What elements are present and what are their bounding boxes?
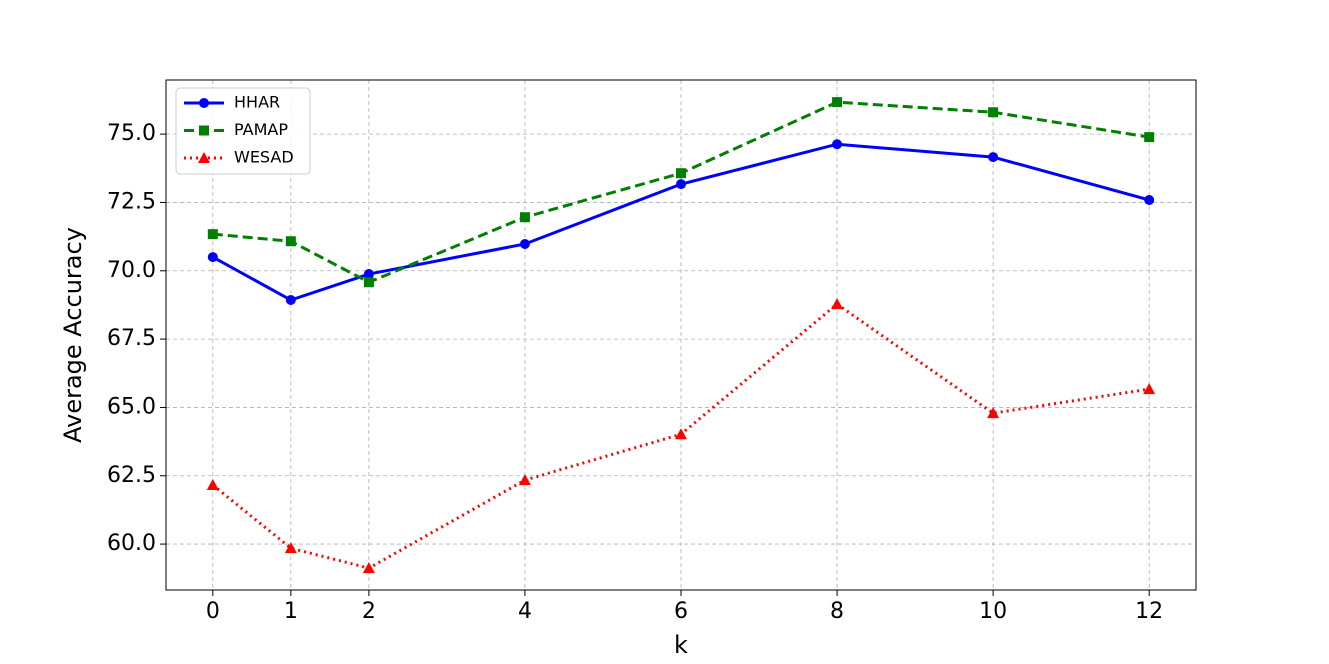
marker <box>1144 194 1155 205</box>
y-tick-label: 67.5 <box>107 326 156 351</box>
y-axis-label: Average Accuracy <box>59 227 87 443</box>
marker <box>832 97 843 108</box>
marker <box>285 295 296 306</box>
legend-box <box>175 87 311 175</box>
y-tick-label: 75.0 <box>107 121 156 146</box>
marker <box>518 474 531 486</box>
legend-label: PAMAP <box>234 120 288 139</box>
marker <box>284 542 297 554</box>
marker <box>675 428 687 440</box>
marker <box>988 107 999 118</box>
x-tick-label: 2 <box>362 599 376 624</box>
series-line <box>212 142 1150 302</box>
plot-frame <box>165 79 1197 591</box>
marker <box>206 479 219 491</box>
y-tick-label: 60.0 <box>107 531 156 556</box>
y-tick-label: 70.0 <box>107 258 156 283</box>
marker <box>362 562 375 574</box>
x-tick-label: 1 <box>284 599 298 624</box>
marker <box>363 277 374 288</box>
marker <box>832 139 843 150</box>
series-line <box>212 100 1150 284</box>
x-tick-label: 4 <box>518 599 532 624</box>
legend-marker <box>198 152 210 163</box>
legend-marker <box>199 125 209 136</box>
x-tick-label: 12 <box>1135 599 1163 624</box>
marker <box>519 238 530 249</box>
marker <box>207 252 218 263</box>
marker <box>676 179 686 190</box>
legend-label: WESAD <box>234 148 294 167</box>
x-axis-label: k <box>674 631 688 659</box>
x-tick-label: 6 <box>674 599 688 624</box>
marker <box>676 168 686 179</box>
marker <box>363 269 374 280</box>
legend-marker <box>199 98 209 108</box>
marker <box>1144 132 1155 143</box>
marker <box>988 152 999 163</box>
y-tick-label: 72.5 <box>107 189 156 214</box>
marker <box>285 236 296 247</box>
y-tick-label: 62.5 <box>107 463 156 488</box>
marker <box>1143 383 1156 395</box>
marker <box>207 229 218 240</box>
marker <box>831 298 844 310</box>
marker <box>519 212 530 223</box>
legend-label: HHAR <box>234 93 280 112</box>
x-tick-label: 0 <box>206 599 220 624</box>
y-tick-label: 65.0 <box>107 394 156 419</box>
x-tick-label: 10 <box>979 599 1007 624</box>
marker <box>987 407 1000 419</box>
x-tick-label: 8 <box>830 599 844 624</box>
